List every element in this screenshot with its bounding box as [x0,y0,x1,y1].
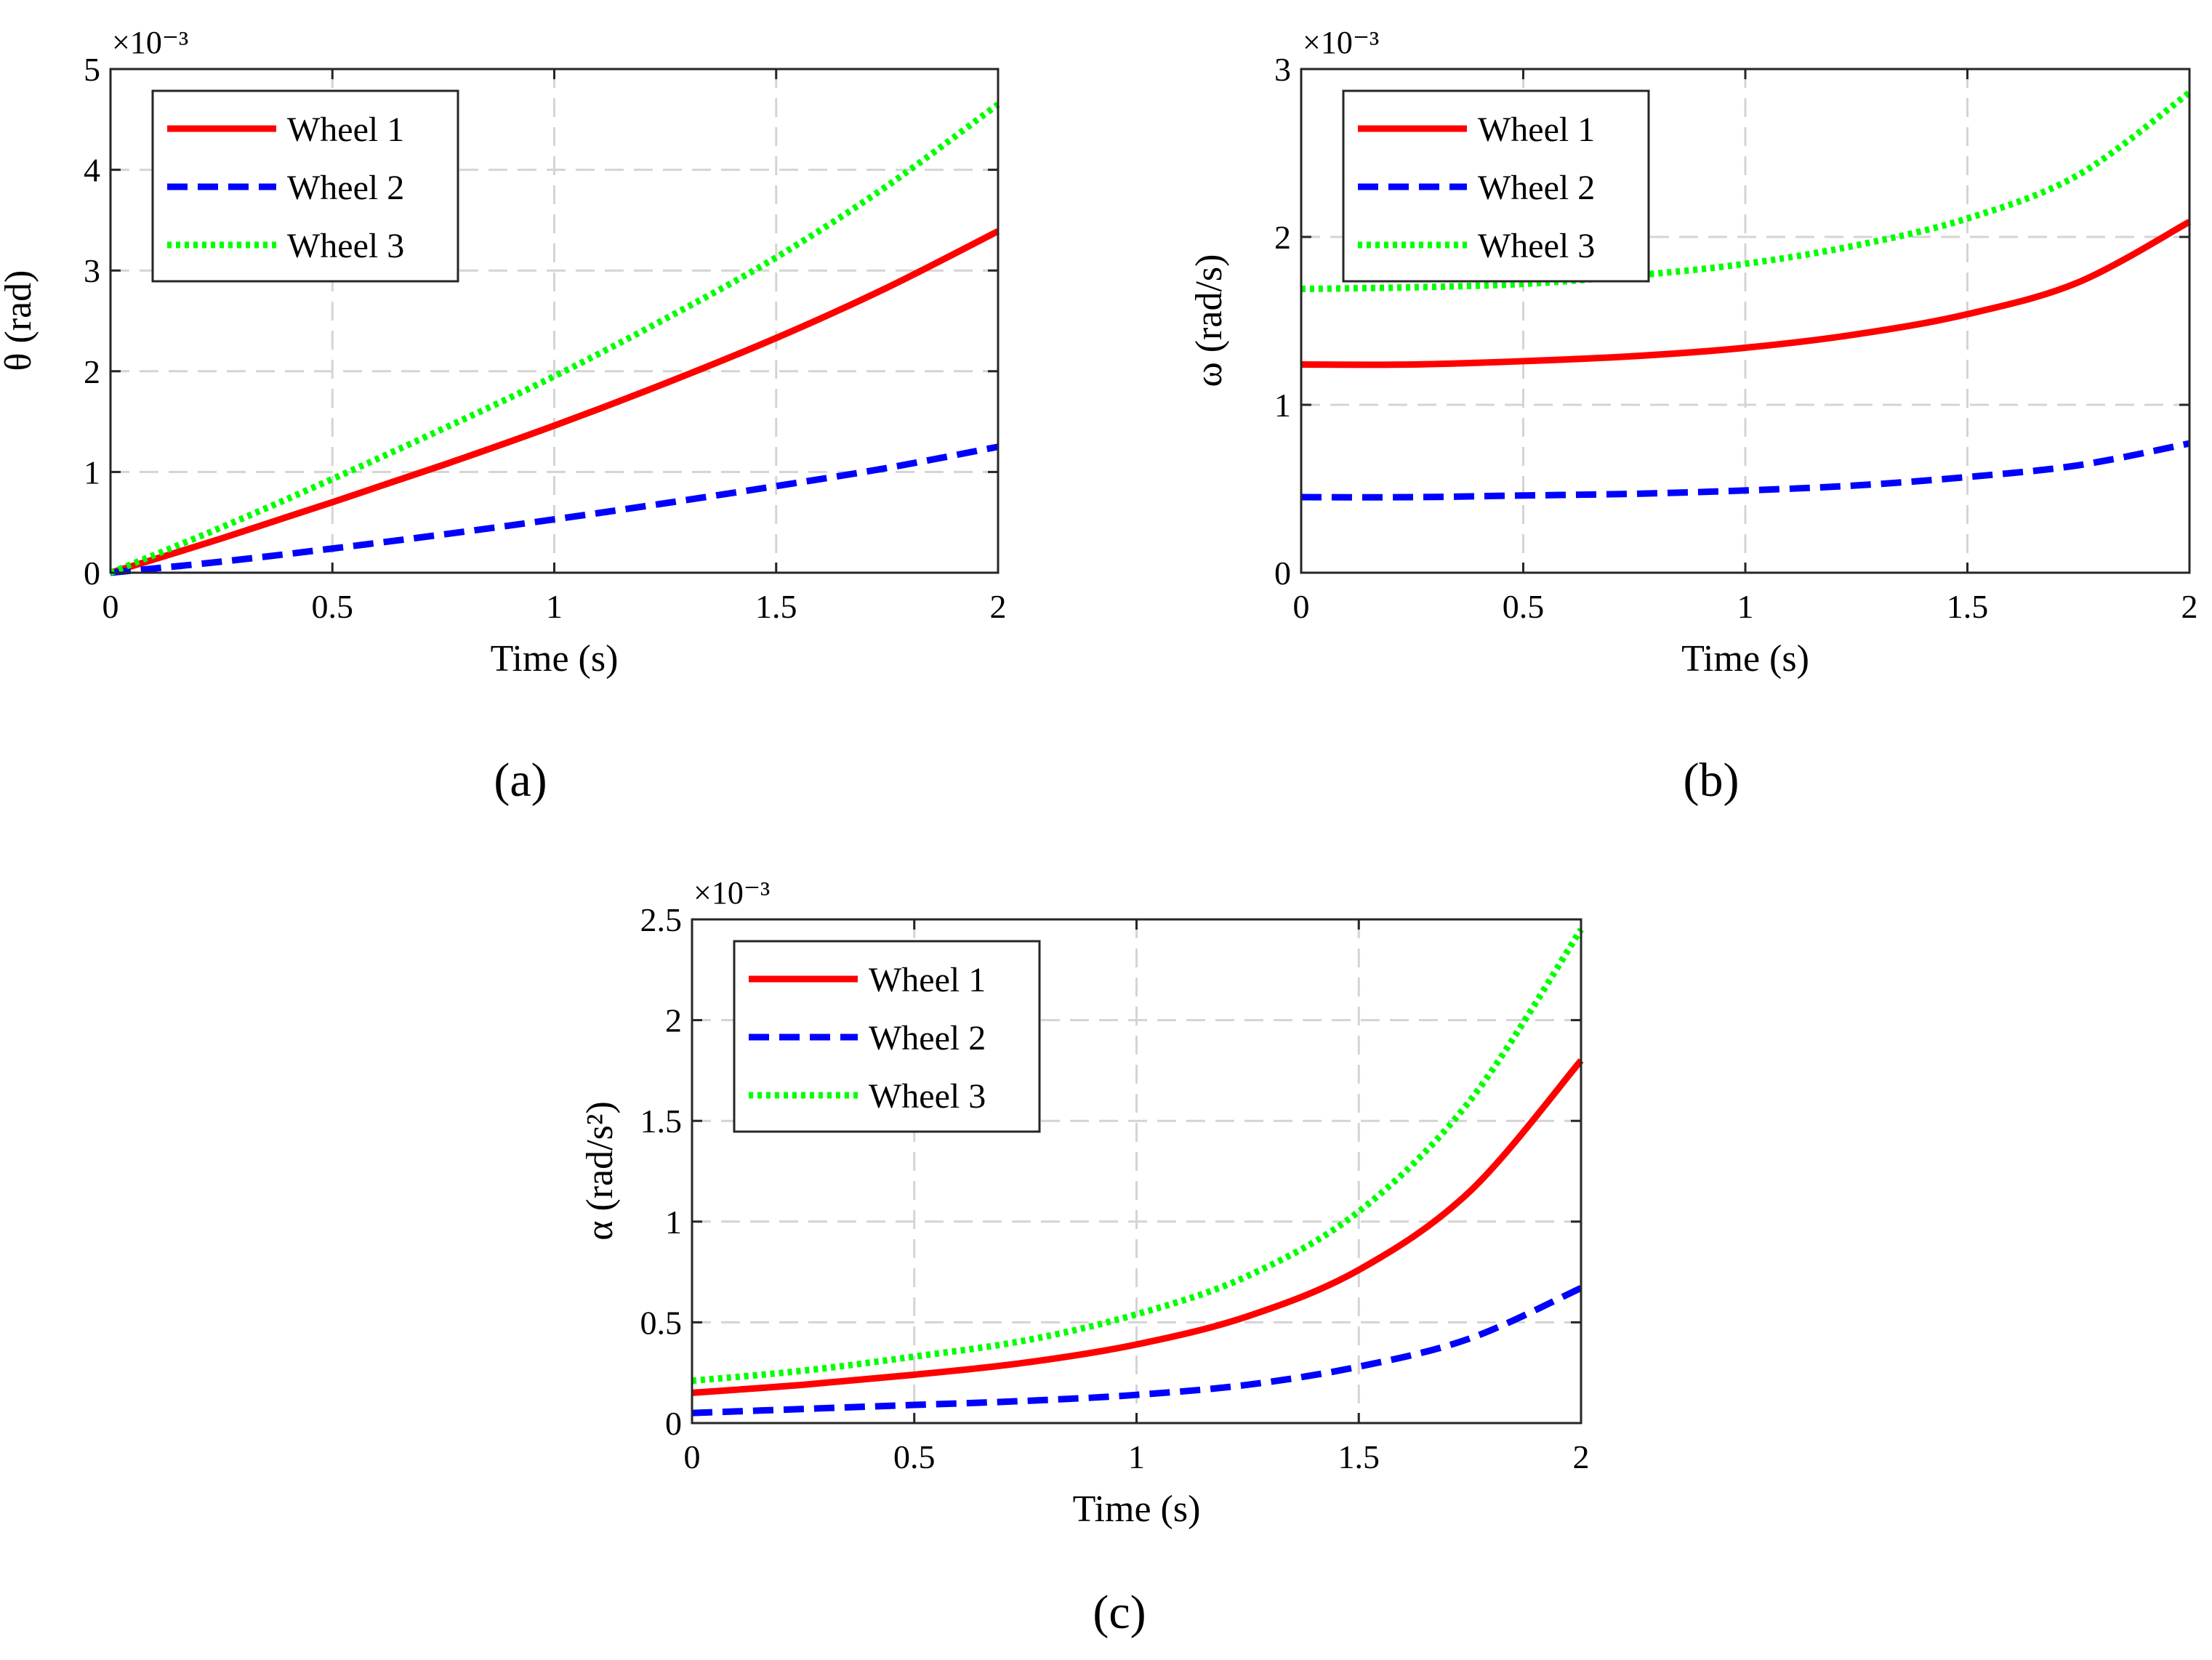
x-axis-label: Time (s) [1073,1488,1201,1530]
y-tick-label: 3 [84,252,100,289]
y-tick-label: 3 [1274,51,1291,88]
x-tick-label: 0.5 [1503,588,1545,625]
x-tick-label: 1 [1128,1438,1145,1475]
legend-label-wheel-2: Wheel 2 [869,1019,986,1057]
legend: Wheel 1 Wheel 2 Wheel 3 [733,940,1041,1133]
panel-caption: (a) [494,754,547,807]
y-tick-label: 2 [665,1002,682,1039]
legend-label-wheel-2: Wheel 2 [1478,169,1595,207]
series-line-wheel-1 [1300,219,2192,368]
axis-exponent-label: ×10⁻³ [1303,25,1379,60]
x-tick-label: 1.5 [1338,1438,1380,1475]
y-tick-label: 0.5 [640,1304,683,1341]
y-tick-label: 2.5 [640,901,683,938]
y-tick-label: 0 [665,1405,682,1442]
x-tick-label: 0 [684,1438,701,1475]
x-tick-label: 1 [546,588,563,625]
legend-label-wheel-3: Wheel 3 [287,227,404,265]
y-tick-label: 1 [665,1204,682,1241]
x-tick-label: 0.5 [893,1438,936,1475]
series-line-wheel-2 [1300,440,2190,501]
x-tick-label: 2 [1573,1438,1590,1475]
series-line-wheel-2 [110,443,999,576]
legend-label-wheel-1: Wheel 1 [1478,110,1595,149]
x-tick-label: 2 [990,588,1007,625]
axis-exponent-label: ×10⁻³ [112,25,188,60]
panel-caption: (b) [1684,754,1740,807]
y-tick-label: 2 [1274,219,1291,256]
y-tick-label: 0 [84,555,100,592]
x-tick-label: 0 [102,588,119,625]
x-tick-label: 0.5 [312,588,354,625]
legend-label-wheel-3: Wheel 3 [1478,227,1595,265]
series-line-wheel-3 [1300,89,2192,293]
series-line-wheel-2 [691,1285,1582,1417]
legend-label-wheel-3: Wheel 3 [869,1077,986,1116]
y-axis-label: ω (rad/s) [1189,254,1230,387]
y-tick-label: 1.5 [640,1103,683,1140]
x-tick-label: 0 [1293,588,1310,625]
axis-exponent-label: ×10⁻³ [693,875,770,911]
chart-panel-a: 0 0.5 1 1.5 2 0 1 2 3 4 5 ×10⁻³ Time (s) θ (rad) Wheel… [0,25,1007,807]
legend-label-wheel-1: Wheel 1 [287,110,404,149]
y-axis-label: α (rad/s²) [579,1101,621,1241]
series-line-wheel-3 [691,927,1584,1385]
series-line-wheel-1 [691,1058,1584,1396]
x-axis-label: Time (s) [1681,638,1809,680]
legend: Wheel 1 Wheel 2 Wheel 3 [1342,89,1650,283]
y-tick-label: 2 [84,353,100,390]
y-tick-label: 1 [84,454,100,491]
y-tick-label: 4 [84,152,100,189]
x-tick-label: 2 [2181,588,2198,625]
chart-panel-b: 0 0.5 1 1.5 2 0 1 2 3 ×10⁻³ Time (s) ω (rad/s) Wheel… [1189,25,2198,807]
legend-label-wheel-2: Wheel 2 [287,169,404,207]
x-tick-label: 1 [1737,588,1754,625]
x-tick-label: 1.5 [1947,588,1989,625]
series-line-wheel-1 [109,228,1000,576]
y-tick-label: 5 [84,51,100,88]
x-tick-label: 1.5 [755,588,797,625]
legend: Wheel 1 Wheel 2 Wheel 3 [151,89,459,283]
legend-label-wheel-1: Wheel 1 [869,961,986,999]
panel-caption: (c) [1093,1586,1146,1639]
chart-panel-c: 0 0.5 1 1.5 2 0 0.5 1 1.5 2 2.5 ×10⁻³ Time (s) α (rad… [579,875,1590,1639]
y-tick-label: 1 [1274,387,1291,424]
x-axis-label: Time (s) [491,638,619,680]
y-axis-label: θ (rad) [0,270,39,371]
y-tick-label: 0 [1274,555,1291,592]
